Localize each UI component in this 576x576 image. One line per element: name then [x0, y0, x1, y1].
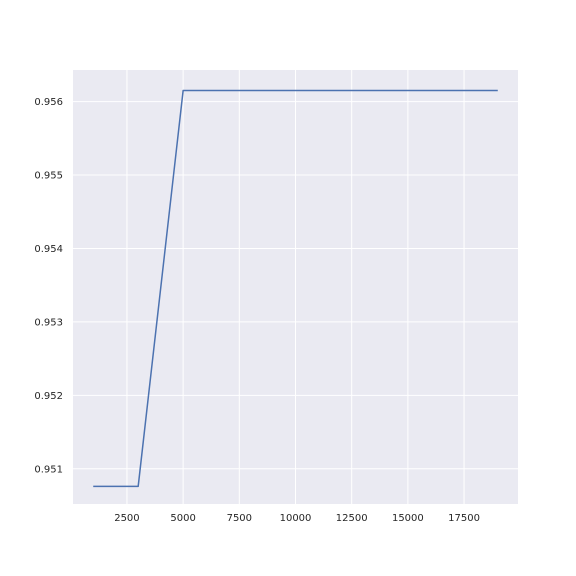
grid: [73, 70, 518, 504]
y-tick-label: 0.953: [34, 317, 63, 328]
y-tick-label: 0.954: [34, 244, 63, 255]
x-tick-label: 17500: [448, 513, 480, 524]
y-tick-label: 0.951: [34, 464, 63, 475]
y-axis-ticks: 0.951 0.952 0.953 0.954 0.955 0.956: [34, 97, 63, 475]
x-axis-ticks: 2500 5000 7500 10000 12500 15000 17500: [114, 513, 480, 524]
x-tick-label: 15000: [392, 513, 424, 524]
y-tick-label: 0.952: [34, 391, 63, 402]
x-tick-label: 7500: [227, 513, 252, 524]
x-tick-label: 10000: [280, 513, 312, 524]
x-tick-label: 2500: [114, 513, 139, 524]
y-tick-label: 0.956: [34, 97, 63, 108]
series-layer: [93, 89, 498, 488]
x-tick-label: 12500: [336, 513, 368, 524]
series-line: [93, 89, 498, 488]
x-tick-label: 5000: [170, 513, 195, 524]
y-tick-label: 0.955: [34, 171, 63, 182]
